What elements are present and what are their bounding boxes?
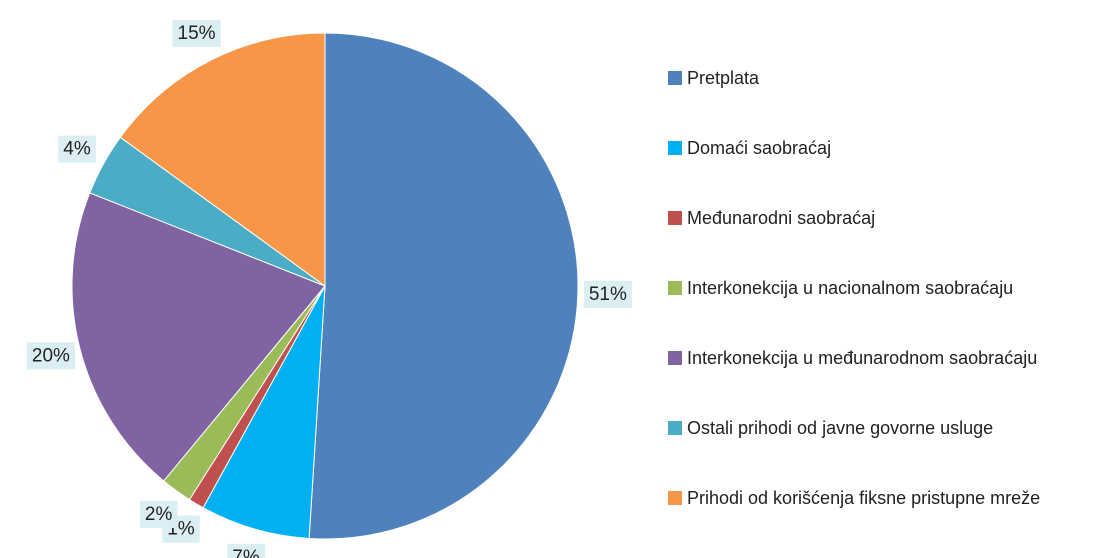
legend-entry: Domaći saobraćaj <box>668 132 1099 164</box>
legend-label: Ostali prihodi od javne govorne usluge <box>687 418 994 438</box>
legend-swatch <box>668 281 682 295</box>
data-label: 20% <box>26 342 76 370</box>
data-label-text: 51% <box>589 284 627 305</box>
legend-label: Međunarodni saobraćaj <box>687 208 876 228</box>
pie-slice <box>71 192 326 482</box>
data-label: 2% <box>139 500 178 528</box>
legend-swatch <box>668 491 682 505</box>
data-label-bg <box>583 280 632 308</box>
data-label: 51% <box>583 280 632 308</box>
legend-swatch <box>668 211 682 225</box>
data-label-bg <box>26 342 76 370</box>
legend-label: Prihodi od korišćenja fiksne pristupne m… <box>687 488 1041 508</box>
data-label-text: 4% <box>63 139 91 160</box>
legend-swatch <box>668 351 682 365</box>
pie-slice <box>119 32 326 287</box>
legend-entry: Međunarodni saobraćaj <box>668 202 1099 234</box>
legend-swatch <box>668 71 682 85</box>
legend-entry: Pretplata <box>668 62 1099 94</box>
legend-entry: Prihodi od korišćenja fiksne pristupne m… <box>668 482 1099 514</box>
pie-slice <box>308 32 579 540</box>
data-label-text: 7% <box>232 547 260 558</box>
data-label: 4% <box>58 135 96 163</box>
data-label-bg <box>58 135 96 163</box>
legend-entry: Ostali prihodi od javne govorne usluge <box>668 412 1099 444</box>
data-label-bg <box>139 500 178 528</box>
legend-label: Interkonekcija u nacionalnom saobraćaju <box>687 278 1014 298</box>
data-label-text: 20% <box>32 345 70 366</box>
data-label-bg <box>172 19 221 47</box>
legend-label: Pretplata <box>687 68 760 88</box>
data-label: 7% <box>227 543 265 558</box>
legend-swatch <box>668 141 682 155</box>
legend-label: Domaći saobraćaj <box>687 138 832 158</box>
pie-slice <box>202 285 326 540</box>
legend-entry: Interkonekcija u međunarodnom saobraćaju <box>668 342 1099 374</box>
data-label-text: 15% <box>178 23 216 44</box>
data-label: 15% <box>172 19 221 47</box>
legend-entry: Interkonekcija u nacionalnom saobraćaju <box>668 272 1099 304</box>
data-label-bg <box>227 543 265 558</box>
data-label-text: 2% <box>145 504 173 525</box>
legend-swatch <box>668 421 682 435</box>
legend-label: Interkonekcija u međunarodnom saobraćaju <box>687 348 1038 368</box>
